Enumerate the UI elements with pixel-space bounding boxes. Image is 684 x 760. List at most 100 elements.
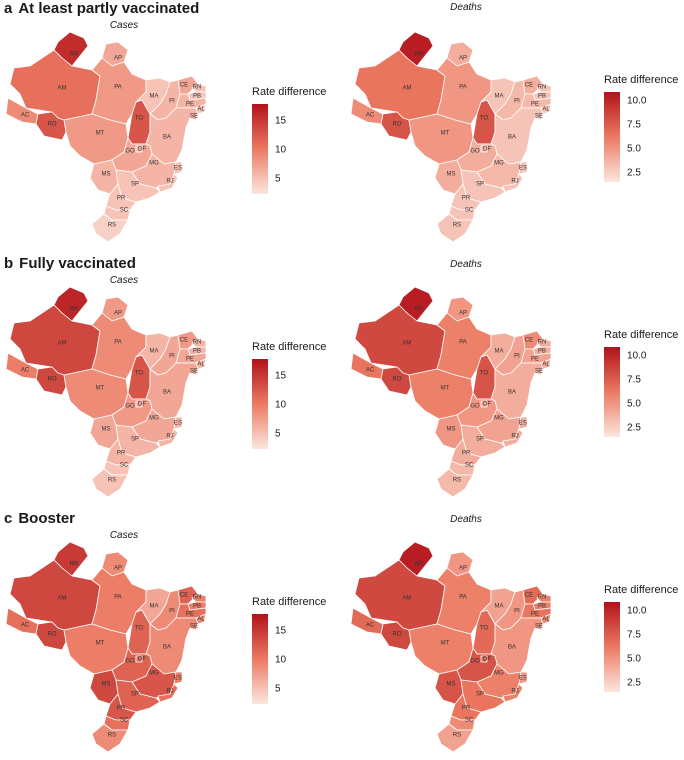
state-df xyxy=(480,145,488,153)
state-label-rn: RN xyxy=(538,85,547,91)
state-rs xyxy=(436,213,474,243)
legend-tick-mark xyxy=(268,121,272,123)
state-label-ce: CE xyxy=(525,83,533,89)
state-label-ms: MS xyxy=(447,682,456,688)
state-label-df: DF xyxy=(483,657,491,663)
state-label-pe: PE xyxy=(531,357,539,363)
state-label-mt: MT xyxy=(441,386,450,392)
legend-tick-mark xyxy=(268,376,272,378)
state-label-mt: MT xyxy=(96,641,105,647)
state-label-pe: PE xyxy=(531,102,539,108)
legend-tick-label: 15 xyxy=(275,370,287,382)
state-label-mt: MT xyxy=(441,641,450,647)
state-label-to: TO xyxy=(135,371,144,377)
state-label-pr: PR xyxy=(462,706,471,712)
state-label-pr: PR xyxy=(117,196,126,202)
legend-tick-mark xyxy=(620,172,624,174)
state-label-ac: AC xyxy=(21,623,30,629)
state-label-se: SE xyxy=(190,624,198,630)
legend-tick-label: 7.5 xyxy=(627,629,641,641)
state-rs xyxy=(91,468,129,498)
state-df xyxy=(480,400,488,408)
state-label-ro: RO xyxy=(48,377,57,383)
legend: Rate difference 5 10 15 xyxy=(252,86,342,196)
state-label-ro: RO xyxy=(48,632,57,638)
state-label-rn: RN xyxy=(193,340,202,346)
legend-tick-mark xyxy=(620,403,624,405)
legend-tick-mark xyxy=(268,179,272,181)
state-label-df: DF xyxy=(483,402,491,408)
state-label-ap: AP xyxy=(459,56,467,62)
state-label-rn: RN xyxy=(538,340,547,346)
state-label-se: SE xyxy=(535,369,543,375)
legend-tick-label: 5 xyxy=(275,428,281,440)
legend-tick-label: 10.0 xyxy=(627,350,647,362)
state-label-rj: RJ xyxy=(511,689,518,695)
state-label-ms: MS xyxy=(102,427,111,433)
legend-tick-label: 7.5 xyxy=(627,374,641,386)
state-label-mg: MG xyxy=(149,161,159,167)
state-label-mg: MG xyxy=(494,671,504,677)
state-label-ma: MA xyxy=(150,94,159,100)
state-label-rs: RS xyxy=(108,223,116,229)
state-label-pa: PA xyxy=(459,340,467,346)
state-df xyxy=(480,655,488,663)
state-df xyxy=(135,145,143,153)
legend-title: Rate difference xyxy=(252,596,327,608)
legend-tick-mark xyxy=(620,682,624,684)
state-label-ba: BA xyxy=(508,135,516,141)
state-label-df: DF xyxy=(138,402,146,408)
state-label-se: SE xyxy=(190,369,198,375)
legend-tick-mark xyxy=(620,148,624,150)
state-label-sp: SP xyxy=(476,437,484,443)
state-label-al: AL xyxy=(197,617,205,623)
state-label-rr: RR xyxy=(70,52,79,58)
panel-letter: c xyxy=(4,510,13,527)
state-label-am: AM xyxy=(58,596,67,602)
state-es xyxy=(518,161,528,175)
legend-tick-label: 5.0 xyxy=(627,653,641,665)
state-df xyxy=(135,655,143,663)
state-label-ms: MS xyxy=(447,172,456,178)
state-label-rr: RR xyxy=(70,562,79,568)
state-label-pa: PA xyxy=(114,85,122,91)
state-label-df: DF xyxy=(138,657,146,663)
state-label-to: TO xyxy=(480,116,489,122)
legend-title: Rate difference xyxy=(252,86,327,98)
state-label-go: GO xyxy=(125,404,135,410)
state-label-pr: PR xyxy=(462,196,471,202)
state-label-es: ES xyxy=(519,421,527,427)
state-label-pe: PE xyxy=(186,612,194,618)
state-label-sc: SC xyxy=(120,208,129,214)
state-label-am: AM xyxy=(403,341,412,347)
state-label-sc: SC xyxy=(120,463,129,469)
map-subtitle: Cases xyxy=(109,20,139,31)
state-label-go: GO xyxy=(470,659,480,665)
state-label-pe: PE xyxy=(186,102,194,108)
state-es xyxy=(173,671,183,685)
map-subtitle: Cases xyxy=(109,275,139,286)
state-label-rs: RS xyxy=(453,478,461,484)
state-label-al: AL xyxy=(197,107,205,113)
state-label-pb: PB xyxy=(538,94,546,100)
state-rs xyxy=(91,723,129,753)
panel-title-text: Booster xyxy=(18,510,76,527)
legend-color-bar xyxy=(252,614,268,704)
state-label-rn: RN xyxy=(193,595,202,601)
map-subtitle: Deaths xyxy=(450,514,482,525)
state-label-es: ES xyxy=(519,166,527,172)
legend: Rate difference 2.5 5.0 7.5 10.0 xyxy=(604,584,684,694)
state-label-rj: RJ xyxy=(511,179,518,185)
state-label-sc: SC xyxy=(465,718,474,724)
state-label-pa: PA xyxy=(459,85,467,91)
legend-color-bar xyxy=(604,92,620,182)
state-label-ce: CE xyxy=(525,338,533,344)
state-label-ma: MA xyxy=(495,94,504,100)
state-es xyxy=(173,161,183,175)
state-label-mt: MT xyxy=(441,131,450,137)
legend-color-bar xyxy=(252,359,268,449)
state-label-mg: MG xyxy=(149,671,159,677)
legend: Rate difference 2.5 5.0 7.5 10.0 xyxy=(604,74,684,184)
